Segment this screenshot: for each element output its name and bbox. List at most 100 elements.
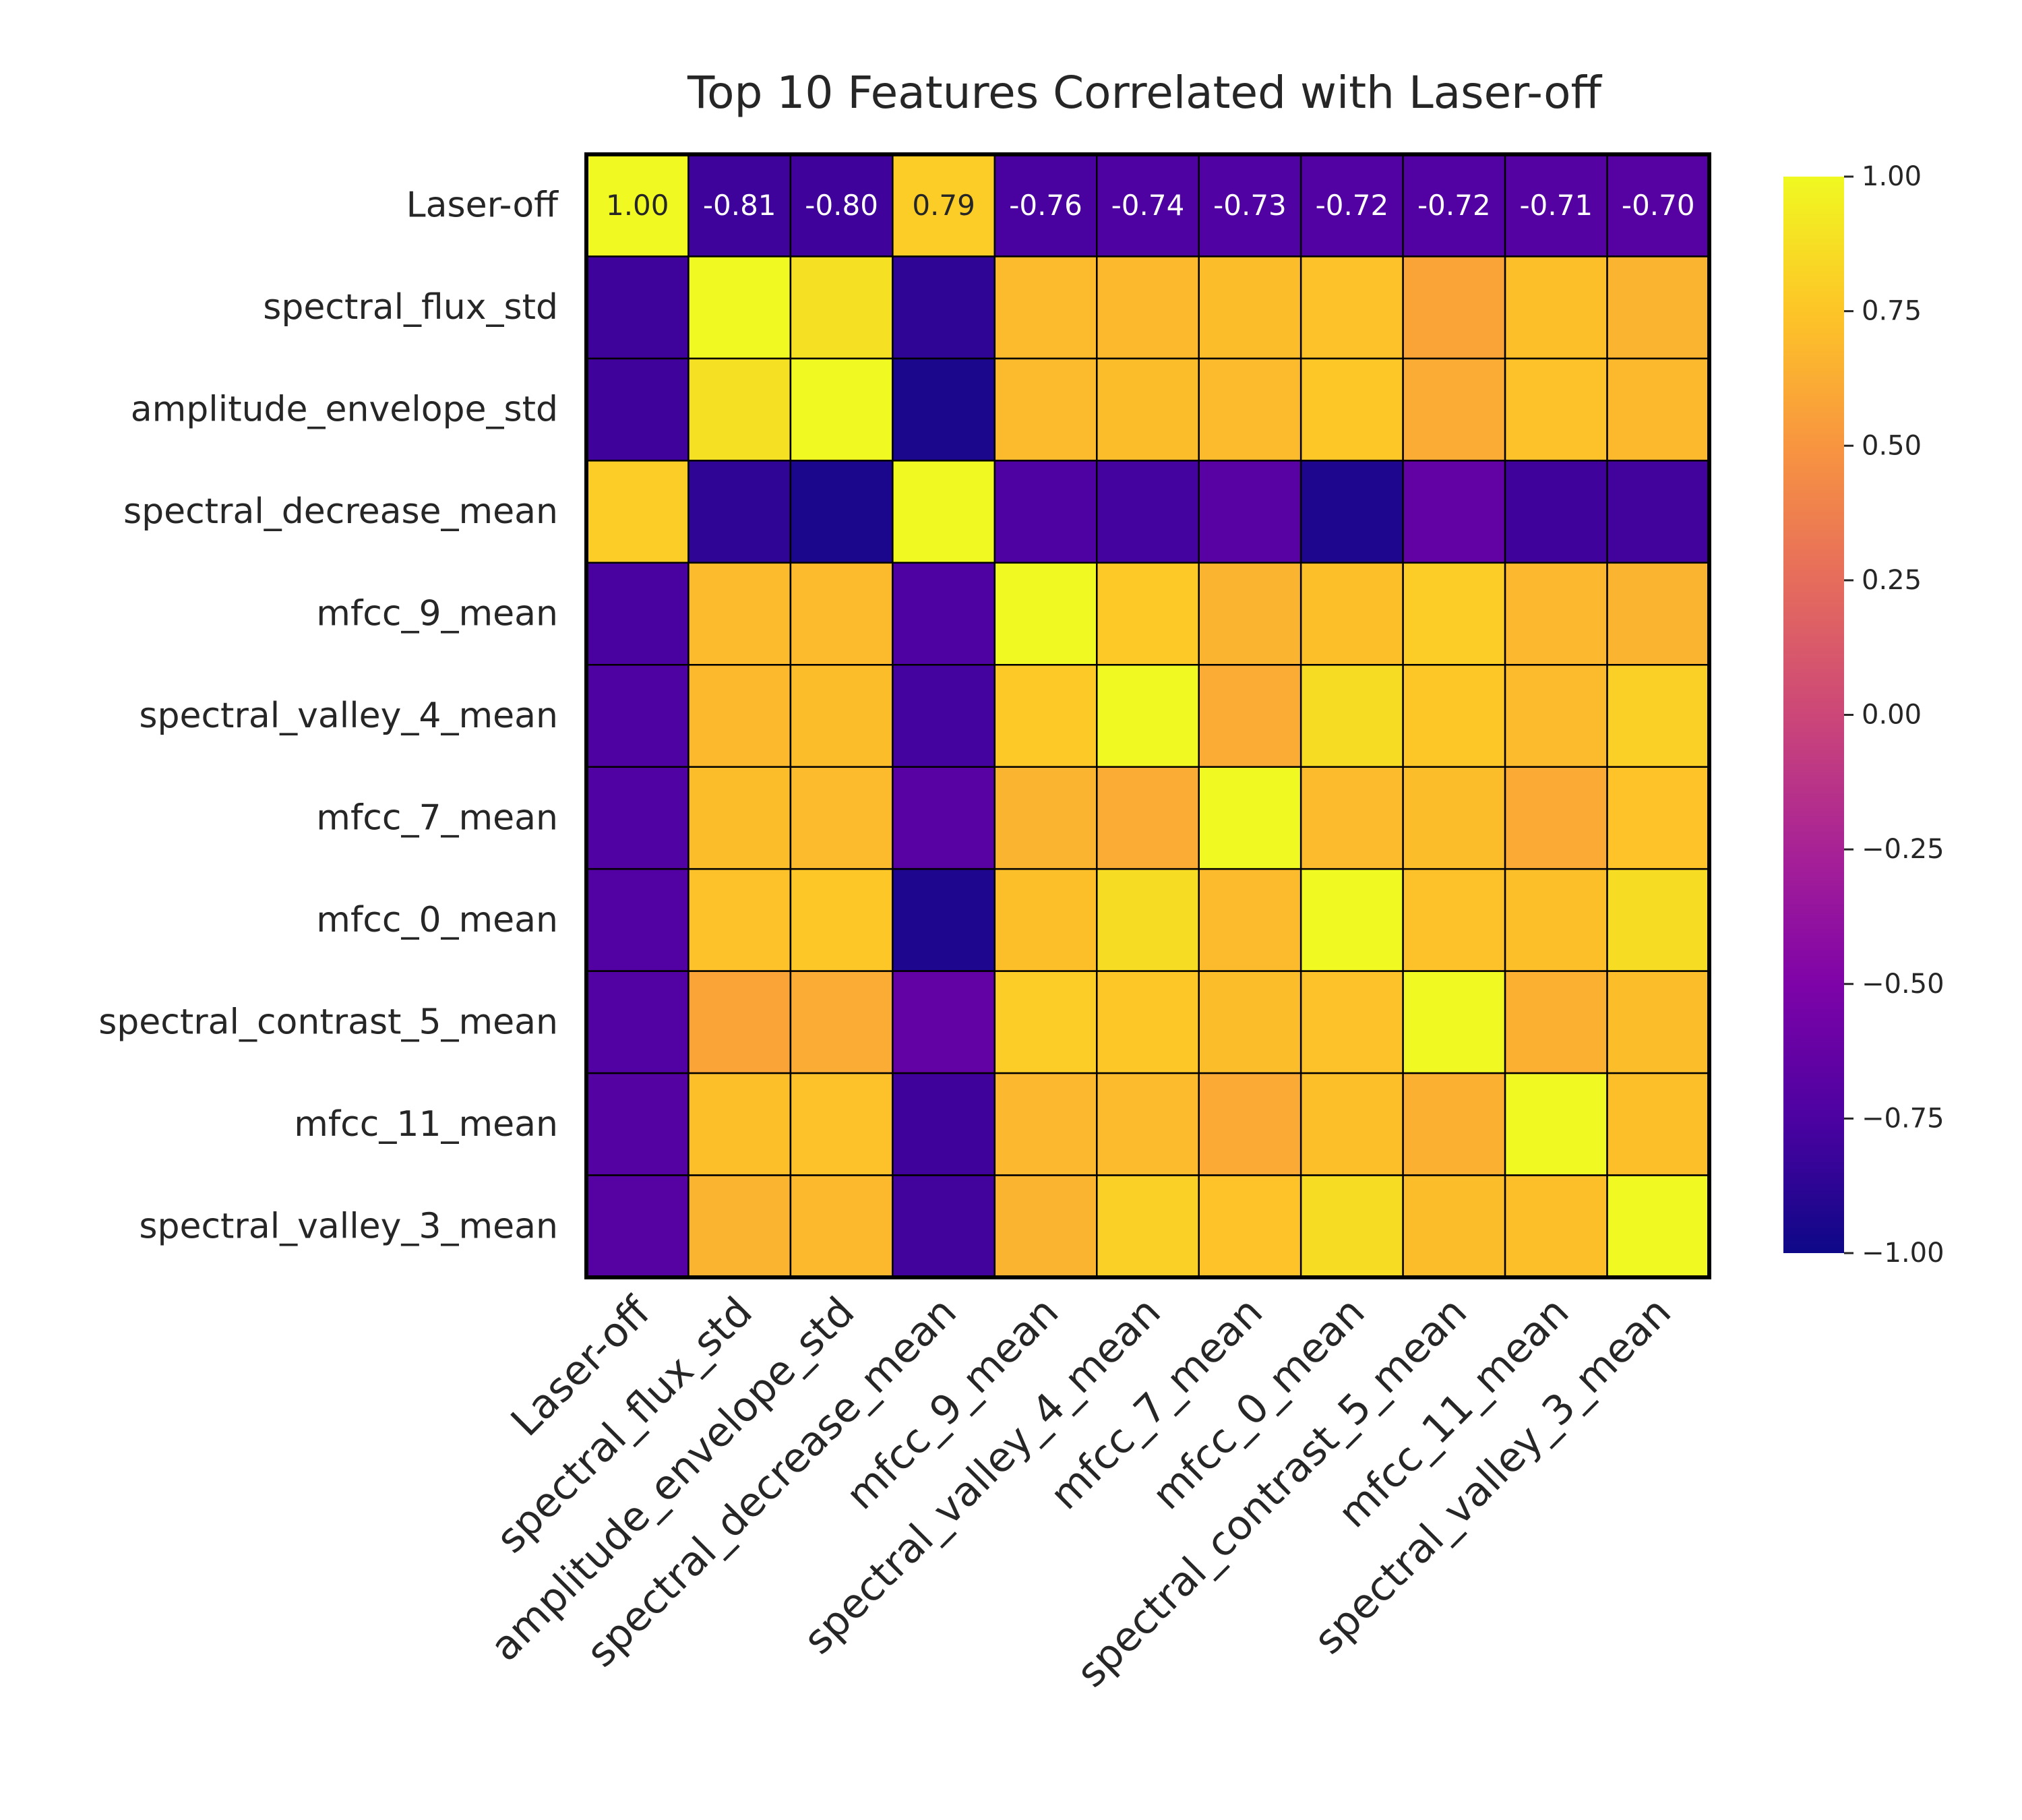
heatmap-cell <box>1299 868 1404 972</box>
heatmap-cell <box>892 1072 996 1176</box>
heatmap-cell <box>789 357 894 462</box>
heatmap-cell <box>993 766 1098 870</box>
y-tick-label: mfcc_0_mean <box>316 900 558 940</box>
heatmap-cell <box>1504 1174 1608 1279</box>
heatmap-cell <box>1504 766 1608 870</box>
heatmap-cell <box>1606 1174 1711 1279</box>
heatmap-cell <box>1299 664 1404 768</box>
heatmap-cell <box>1096 1174 1200 1279</box>
heatmap-cell <box>1096 357 1200 462</box>
heatmap-cell <box>585 255 690 360</box>
heatmap-cell <box>1504 664 1608 768</box>
heatmap-cell <box>1198 255 1302 360</box>
heatmap-cell <box>789 970 894 1074</box>
y-tick-label: spectral_valley_4_mean <box>139 696 558 736</box>
heatmap-cell <box>585 766 690 870</box>
heatmap-cell <box>789 562 894 666</box>
cell-annotation: -0.80 <box>805 189 878 222</box>
colorbar-tick-label: 0.75 <box>1862 296 1922 327</box>
heatmap-cell <box>687 868 792 972</box>
colorbar-tick-label: 0.00 <box>1862 700 1922 731</box>
colorbar-tick-label: −0.25 <box>1862 834 1944 865</box>
heatmap-cell <box>892 868 996 972</box>
heatmap-cell <box>1198 1174 1302 1279</box>
heatmap-cell <box>993 255 1098 360</box>
heatmap-cell <box>1096 766 1200 870</box>
heatmap-cell <box>1096 868 1200 972</box>
cell-annotation: -0.70 <box>1622 189 1695 222</box>
heatmap-cell <box>687 357 792 462</box>
cell-annotation: -0.76 <box>1009 189 1082 222</box>
heatmap-cell <box>585 562 690 666</box>
heatmap-cell <box>687 255 792 360</box>
heatmap-cell <box>585 868 690 972</box>
heatmap-cell <box>892 460 996 564</box>
heatmap-cell <box>993 664 1098 768</box>
cell-annotation: -0.72 <box>1417 189 1491 222</box>
heatmap-annotations: 1.00 -0.81 -0.80 0.79 -0.76 -0.74 -0.73 -0.72 -0… <box>606 189 1695 222</box>
heatmap-cell <box>1299 357 1404 462</box>
heatmap-cell <box>789 766 894 870</box>
heatmap-cell <box>687 1072 792 1176</box>
heatmap-cell <box>687 562 792 666</box>
heatmap-cell <box>1198 766 1302 870</box>
heatmap-cell <box>1504 970 1608 1074</box>
heatmap-cell <box>1198 357 1302 462</box>
colorbar-tick-label: −1.00 <box>1862 1238 1944 1269</box>
heatmap-cell <box>1299 1072 1404 1176</box>
heatmap-cell <box>687 153 792 257</box>
heatmap-cell <box>687 766 792 870</box>
heatmap-cell <box>1096 153 1200 257</box>
heatmap-cell <box>1402 766 1506 870</box>
heatmap-cell <box>1606 868 1711 972</box>
heatmap-cell <box>1198 868 1302 972</box>
colorbar-tick-label: 1.00 <box>1862 161 1922 192</box>
y-tick-label: spectral_valley_3_mean <box>139 1206 558 1246</box>
heatmap-cell <box>1402 970 1506 1074</box>
heatmap-cell <box>1402 357 1506 462</box>
heatmap-cell <box>1096 1072 1200 1176</box>
heatmap-cell <box>1198 1072 1302 1176</box>
heatmap-cell <box>1198 562 1302 666</box>
y-tick-label: spectral_flux_std <box>263 287 558 328</box>
heatmap-cell <box>585 970 690 1074</box>
heatmap-cell <box>892 562 996 666</box>
heatmap-cell <box>687 460 792 564</box>
x-axis-labels: Laser-offspectral_flux_stdamplitude_enve… <box>481 1287 1680 1697</box>
cell-annotation: -0.81 <box>703 189 776 222</box>
heatmap-cell <box>1606 970 1711 1074</box>
heatmap-cell <box>1504 1072 1608 1176</box>
heatmap-cell <box>1299 153 1404 257</box>
heatmap-cell <box>1504 868 1608 972</box>
heatmap-cell <box>993 1174 1098 1279</box>
heatmap-cell <box>1504 562 1608 666</box>
heatmap-cell <box>1299 1174 1404 1279</box>
heatmap-cell <box>993 1072 1098 1176</box>
heatmap-cell <box>789 664 894 768</box>
heatmap-cell <box>585 664 690 768</box>
heatmap-cell <box>585 460 690 564</box>
cell-annotation: -0.74 <box>1111 189 1185 222</box>
heatmap-cell <box>892 1174 996 1279</box>
y-tick-label: amplitude_envelope_std <box>131 390 558 430</box>
heatmap-cell <box>585 1072 690 1176</box>
colorbar-tick-label: 0.25 <box>1862 565 1922 596</box>
heatmap-cell <box>993 562 1098 666</box>
heatmap-cell <box>585 153 690 257</box>
y-tick-label: spectral_contrast_5_mean <box>98 1002 558 1042</box>
heatmap-cell <box>1402 460 1506 564</box>
chart-title: Top 10 Features Correlated with Laser-of… <box>687 67 1602 119</box>
y-tick-label: spectral_decrease_mean <box>123 491 558 532</box>
heatmap-cell <box>585 1174 690 1279</box>
heatmap-cell <box>1402 1072 1506 1176</box>
heatmap-cell <box>1504 153 1608 257</box>
heatmap-cell <box>789 460 894 564</box>
heatmap-cell <box>1299 562 1404 666</box>
y-tick-label: mfcc_9_mean <box>316 594 558 634</box>
heatmap-cell <box>1299 460 1404 564</box>
heatmap-cell <box>1504 460 1608 564</box>
colorbar-tick-label: −0.50 <box>1862 969 1944 1000</box>
heatmap-cell <box>1606 562 1711 666</box>
heatmap-cell <box>1198 664 1302 768</box>
heatmap-cell <box>1606 255 1711 360</box>
